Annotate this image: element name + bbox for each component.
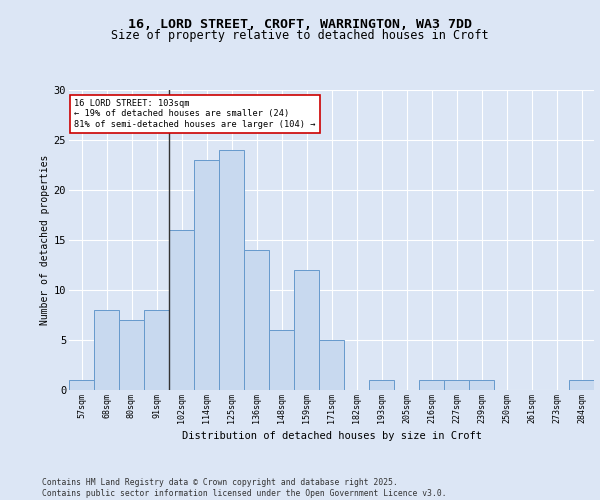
Y-axis label: Number of detached properties: Number of detached properties	[40, 155, 50, 325]
Bar	[469, 380, 494, 390]
Bar	[219, 150, 244, 390]
Bar	[169, 230, 194, 390]
Text: 16 LORD STREET: 103sqm
← 19% of detached houses are smaller (24)
81% of semi-det: 16 LORD STREET: 103sqm ← 19% of detached…	[74, 99, 316, 129]
Bar	[94, 310, 119, 390]
Text: Size of property relative to detached houses in Croft: Size of property relative to detached ho…	[111, 29, 489, 42]
Bar	[144, 310, 169, 390]
Bar	[369, 380, 394, 390]
Bar	[269, 330, 294, 390]
Bar	[319, 340, 344, 390]
Text: Contains HM Land Registry data © Crown copyright and database right 2025.
Contai: Contains HM Land Registry data © Crown c…	[42, 478, 446, 498]
X-axis label: Distribution of detached houses by size in Croft: Distribution of detached houses by size …	[182, 431, 482, 441]
Bar	[294, 270, 319, 390]
Text: 16, LORD STREET, CROFT, WARRINGTON, WA3 7DD: 16, LORD STREET, CROFT, WARRINGTON, WA3 …	[128, 18, 472, 30]
Bar	[244, 250, 269, 390]
Bar	[69, 380, 94, 390]
Bar	[119, 320, 144, 390]
Bar	[569, 380, 594, 390]
Bar	[444, 380, 469, 390]
Bar	[194, 160, 219, 390]
Bar	[419, 380, 444, 390]
